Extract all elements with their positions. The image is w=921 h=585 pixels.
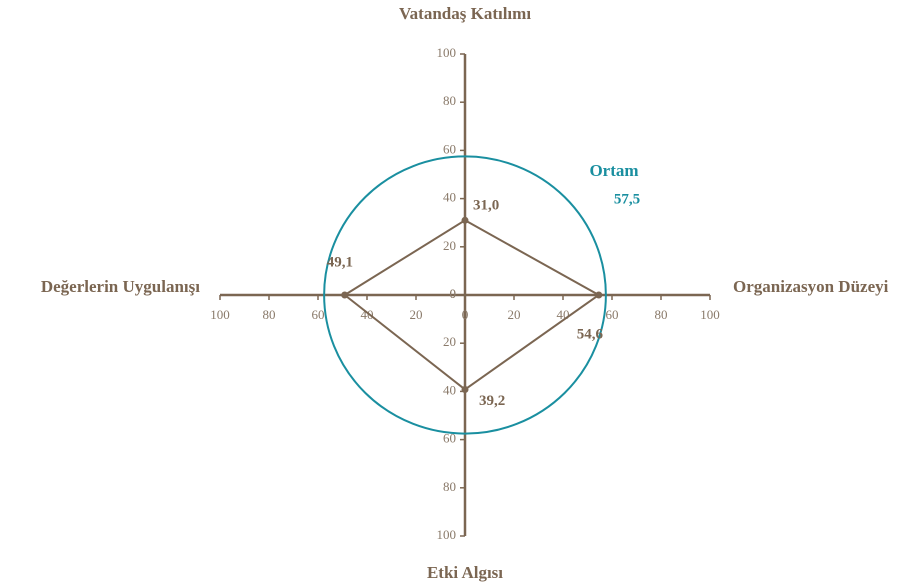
value-label: 39,2 (479, 393, 505, 409)
y-tick-label: 80 (443, 93, 456, 108)
y-tick-label: 40 (443, 382, 456, 397)
y-tick-label: 60 (443, 431, 456, 446)
value-label: 31,0 (473, 198, 499, 214)
axis-title-bottom: Etki Algısı (427, 563, 503, 582)
y-tick-label: 40 (443, 190, 456, 205)
y-tick-label: 100 (437, 527, 457, 542)
y-tick-label: 20 (443, 334, 456, 349)
x-tick-label: 0 (462, 307, 469, 322)
reference-label: 57,5 (614, 191, 640, 207)
y-tick-label: 0 (450, 286, 457, 301)
reference-circle (323, 155, 607, 435)
axis-title-top: Vatandaş Katılımı (399, 4, 531, 23)
x-tick-label: 80 (655, 307, 668, 322)
value-label: 54,6 (577, 326, 604, 342)
reference-name: Ortam (589, 161, 638, 180)
x-tick-label: 20 (410, 307, 423, 322)
x-tick-label: 100 (210, 307, 230, 322)
axis-title-left: Değerlerin Uygulanışı (41, 277, 200, 296)
y-tick-label: 20 (443, 238, 456, 253)
x-tick-label: 20 (508, 307, 521, 322)
y-tick-label: 0 (450, 286, 457, 301)
data-point (595, 291, 603, 299)
y-tick-label: 80 (443, 479, 456, 494)
x-tick-label: 60 (606, 307, 619, 322)
data-point (461, 216, 469, 224)
x-tick-label: 100 (700, 307, 720, 322)
data-polygon (342, 219, 601, 391)
data-point (461, 385, 469, 393)
data-point (341, 291, 349, 299)
y-tick-label: 60 (443, 141, 456, 156)
axis-title-right: Organizasyon Düzeyi (733, 277, 889, 296)
x-tick-label: 0 (462, 307, 469, 322)
y-tick-label: 100 (437, 45, 457, 60)
x-tick-label: 60 (312, 307, 325, 322)
value-label: 49,1 (327, 254, 353, 270)
x-tick-label: 80 (263, 307, 276, 322)
